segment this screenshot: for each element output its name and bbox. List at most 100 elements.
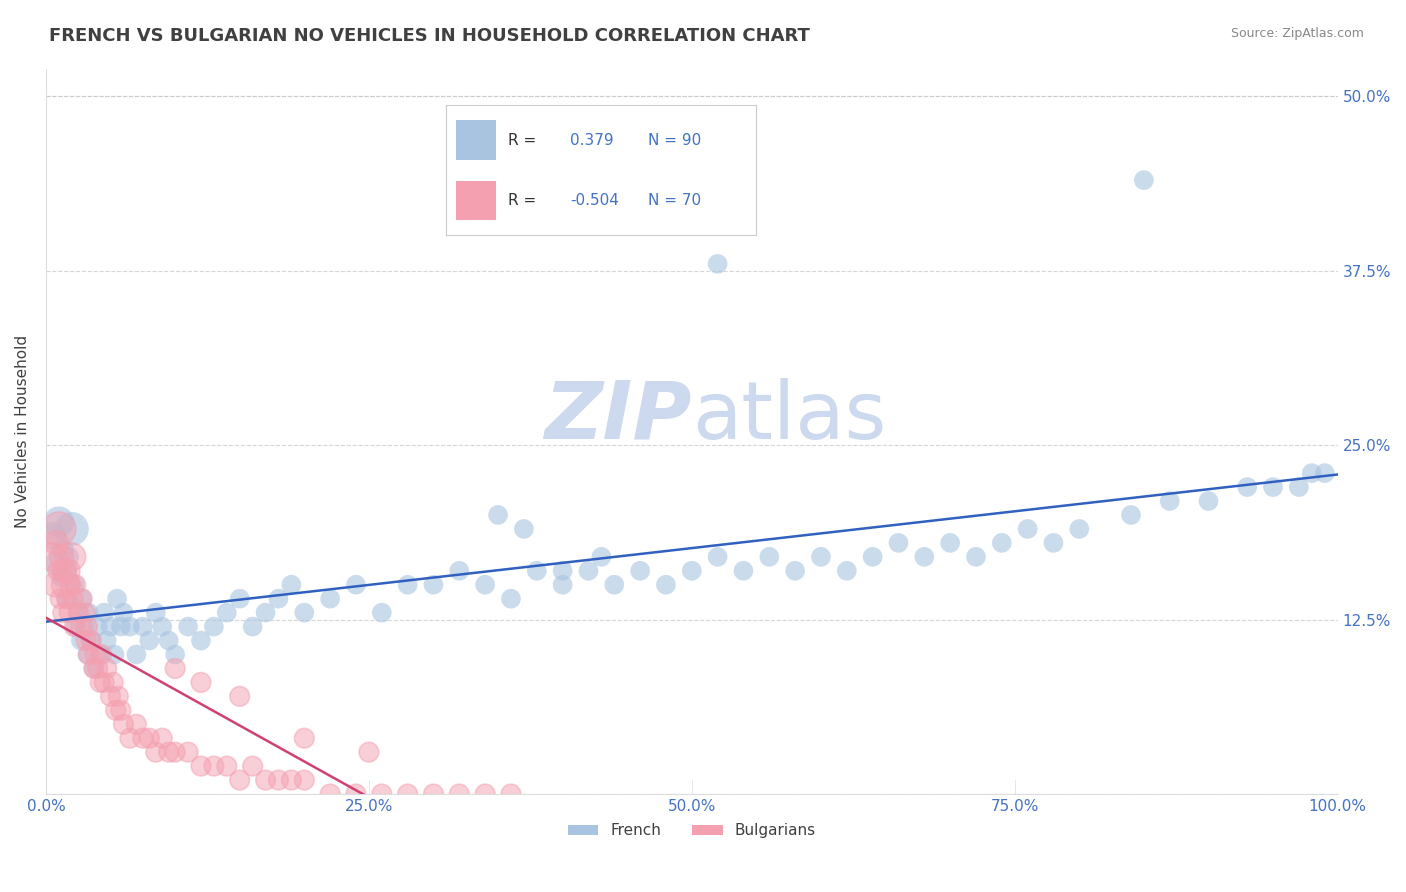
Point bbox=[51, 549, 73, 564]
Point bbox=[215, 759, 238, 773]
Point bbox=[125, 717, 148, 731]
Point bbox=[110, 619, 132, 633]
Point bbox=[681, 564, 703, 578]
Point bbox=[73, 619, 96, 633]
Point bbox=[93, 675, 115, 690]
Point bbox=[77, 648, 100, 662]
Point bbox=[319, 591, 342, 606]
Point bbox=[655, 578, 678, 592]
Point bbox=[157, 745, 180, 759]
Point bbox=[202, 759, 225, 773]
Point bbox=[887, 536, 910, 550]
Point bbox=[1301, 466, 1323, 480]
Point bbox=[449, 564, 471, 578]
Point bbox=[53, 564, 76, 578]
Point bbox=[132, 731, 155, 746]
Point bbox=[157, 633, 180, 648]
Point bbox=[1017, 522, 1039, 536]
Point bbox=[56, 564, 79, 578]
Point bbox=[48, 522, 70, 536]
Point bbox=[499, 787, 522, 801]
Point bbox=[357, 745, 380, 759]
Point bbox=[371, 606, 394, 620]
Text: Source: ZipAtlas.com: Source: ZipAtlas.com bbox=[1230, 27, 1364, 40]
Point bbox=[396, 578, 419, 592]
Point bbox=[1069, 522, 1091, 536]
Point bbox=[785, 564, 807, 578]
Point bbox=[758, 549, 780, 564]
Point bbox=[55, 591, 77, 606]
Point bbox=[1261, 480, 1284, 494]
Point bbox=[474, 787, 496, 801]
Text: ZIP: ZIP bbox=[544, 377, 692, 456]
Point bbox=[939, 536, 962, 550]
Point bbox=[267, 591, 290, 606]
Point bbox=[706, 257, 728, 271]
Point bbox=[1119, 508, 1142, 522]
Point bbox=[100, 690, 122, 704]
Point bbox=[62, 591, 84, 606]
Point bbox=[292, 606, 315, 620]
Point bbox=[190, 759, 212, 773]
Point bbox=[67, 606, 90, 620]
Point bbox=[84, 648, 107, 662]
Point bbox=[89, 675, 111, 690]
Legend: French, Bulgarians: French, Bulgarians bbox=[561, 817, 823, 845]
Point bbox=[603, 578, 626, 592]
Point bbox=[578, 564, 600, 578]
Point bbox=[1288, 480, 1310, 494]
Point bbox=[90, 648, 112, 662]
Point bbox=[58, 606, 80, 620]
Point bbox=[100, 619, 122, 633]
Point bbox=[59, 578, 82, 592]
Point bbox=[132, 619, 155, 633]
Point bbox=[51, 571, 73, 585]
Point bbox=[96, 661, 118, 675]
Point bbox=[254, 773, 277, 788]
Point bbox=[733, 564, 755, 578]
Point bbox=[75, 633, 97, 648]
Point bbox=[165, 745, 187, 759]
Point bbox=[499, 591, 522, 606]
Point bbox=[810, 549, 832, 564]
Point bbox=[628, 564, 651, 578]
Point bbox=[1042, 536, 1064, 550]
Point bbox=[110, 703, 132, 717]
Point bbox=[60, 549, 83, 564]
Point bbox=[83, 661, 105, 675]
Point bbox=[177, 619, 200, 633]
Point bbox=[344, 578, 367, 592]
Point bbox=[107, 690, 129, 704]
Point bbox=[449, 787, 471, 801]
Point bbox=[105, 591, 128, 606]
Point bbox=[1236, 480, 1258, 494]
Point bbox=[145, 606, 167, 620]
Point bbox=[862, 549, 884, 564]
Point bbox=[991, 536, 1014, 550]
Point bbox=[65, 578, 87, 592]
Point bbox=[70, 633, 93, 648]
Point bbox=[77, 606, 100, 620]
Point bbox=[93, 606, 115, 620]
Point bbox=[965, 549, 987, 564]
Point bbox=[52, 542, 75, 557]
Point bbox=[41, 549, 63, 564]
Point bbox=[67, 606, 90, 620]
Point bbox=[280, 578, 302, 592]
Point bbox=[103, 648, 125, 662]
Point bbox=[835, 564, 858, 578]
Point bbox=[112, 717, 135, 731]
Point bbox=[591, 549, 613, 564]
Text: atlas: atlas bbox=[692, 377, 886, 456]
Point bbox=[165, 648, 187, 662]
Point bbox=[138, 731, 160, 746]
Point bbox=[513, 522, 536, 536]
Point bbox=[228, 690, 250, 704]
Point bbox=[912, 549, 935, 564]
Point bbox=[486, 508, 509, 522]
Point bbox=[46, 564, 69, 578]
Point bbox=[70, 619, 93, 633]
Point bbox=[242, 759, 264, 773]
Point bbox=[96, 633, 118, 648]
Point bbox=[422, 787, 444, 801]
